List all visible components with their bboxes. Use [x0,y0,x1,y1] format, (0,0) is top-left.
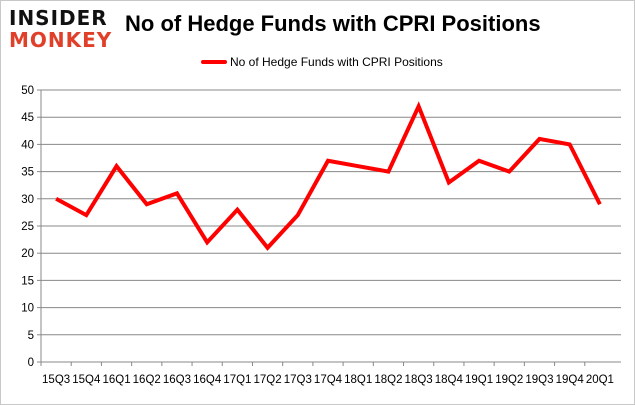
y-tick-label: 35 [21,167,34,179]
y-tick-label: 20 [21,248,34,260]
x-tick-label: 17Q1 [223,374,251,386]
x-tick-label: 19Q1 [465,374,493,386]
x-tick-label: 18Q4 [435,374,464,386]
y-tick-label: 45 [21,112,34,124]
x-tick-label: 15Q4 [72,374,101,386]
x-tick-label: 19Q2 [495,374,523,386]
logo-line1: INSIDER [9,6,108,30]
chart-title: No of Hedge Funds with CPRI Positions [125,11,541,36]
y-tick-label: 40 [21,139,34,151]
y-tick-label: 0 [28,357,34,369]
y-tick-label: 30 [21,194,34,206]
x-tick-label: 16Q3 [163,374,191,386]
y-tick-label: 10 [21,303,34,315]
x-tick-label: 19Q3 [525,374,553,386]
x-tick-label: 18Q1 [344,374,372,386]
legend: No of Hedge Funds with CPRI Positions [201,55,443,69]
insider-monkey-logo: INSIDER MONKEY [9,7,119,55]
x-tick-label: 17Q2 [254,374,282,386]
x-tick-label: 18Q2 [374,374,402,386]
y-tick-label: 25 [21,221,34,233]
x-tick-label: 20Q1 [586,374,614,386]
x-tick-label: 16Q4 [193,374,222,386]
x-tick-label: 18Q3 [405,374,433,386]
x-tick-label: 16Q1 [102,374,130,386]
y-tick-label: 15 [21,275,34,287]
series-line [55,101,602,251]
x-tick-label: 15Q3 [42,374,70,386]
x-tick-label: 17Q3 [284,374,312,386]
logo-line2: MONKEY [9,28,113,52]
legend-swatch [201,60,227,64]
legend-label: No of Hedge Funds with CPRI Positions [230,55,443,69]
x-tick-label: 19Q4 [556,374,585,386]
y-tick-label: 50 [21,85,34,97]
x-tick-label: 16Q2 [133,374,161,386]
x-tick-label: 17Q4 [314,374,343,386]
y-tick-label: 5 [28,330,34,342]
